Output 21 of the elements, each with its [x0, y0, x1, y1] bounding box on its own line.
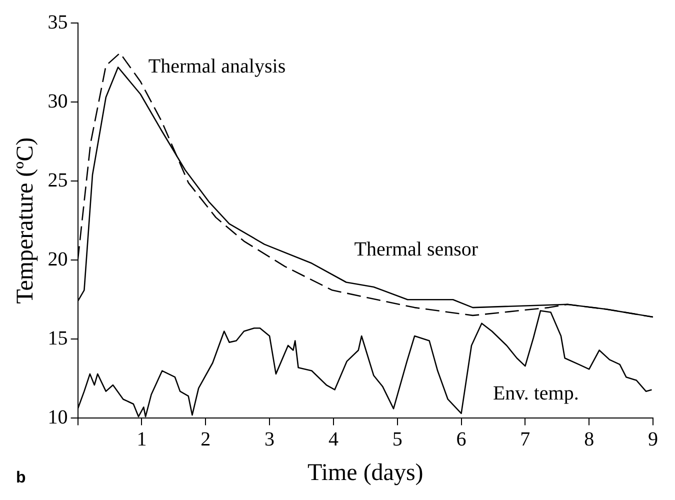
- text: b: [16, 469, 26, 486]
- x-tick-label: 1: [136, 428, 147, 450]
- x-tick-label: 5: [392, 428, 402, 450]
- x-tick-label: 4: [328, 428, 338, 450]
- y-tick-label: 15: [48, 327, 68, 350]
- x-tick-label: 7: [520, 428, 530, 450]
- y-tick-label: 20: [48, 248, 68, 270]
- y-tick-label: 10: [48, 406, 68, 428]
- y-tick-label: 25: [48, 169, 68, 192]
- series-label: Thermal analysis: [148, 56, 286, 78]
- x-tick-label: 2: [200, 428, 211, 450]
- x-tick-label: 8: [584, 428, 594, 450]
- x-axis-title: Time (days): [308, 460, 424, 486]
- y-axis-title: Temperature (ºC): [12, 137, 39, 304]
- x-tick-label: 9: [648, 428, 658, 450]
- x-tick-label: 3: [264, 428, 275, 450]
- x-tick-label: 6: [456, 428, 466, 450]
- series-label: Thermal sensor: [354, 238, 478, 260]
- y-tick-label: 35: [48, 11, 68, 34]
- series-label: Env. temp.: [492, 382, 579, 405]
- y-tick-label: 30: [48, 90, 68, 112]
